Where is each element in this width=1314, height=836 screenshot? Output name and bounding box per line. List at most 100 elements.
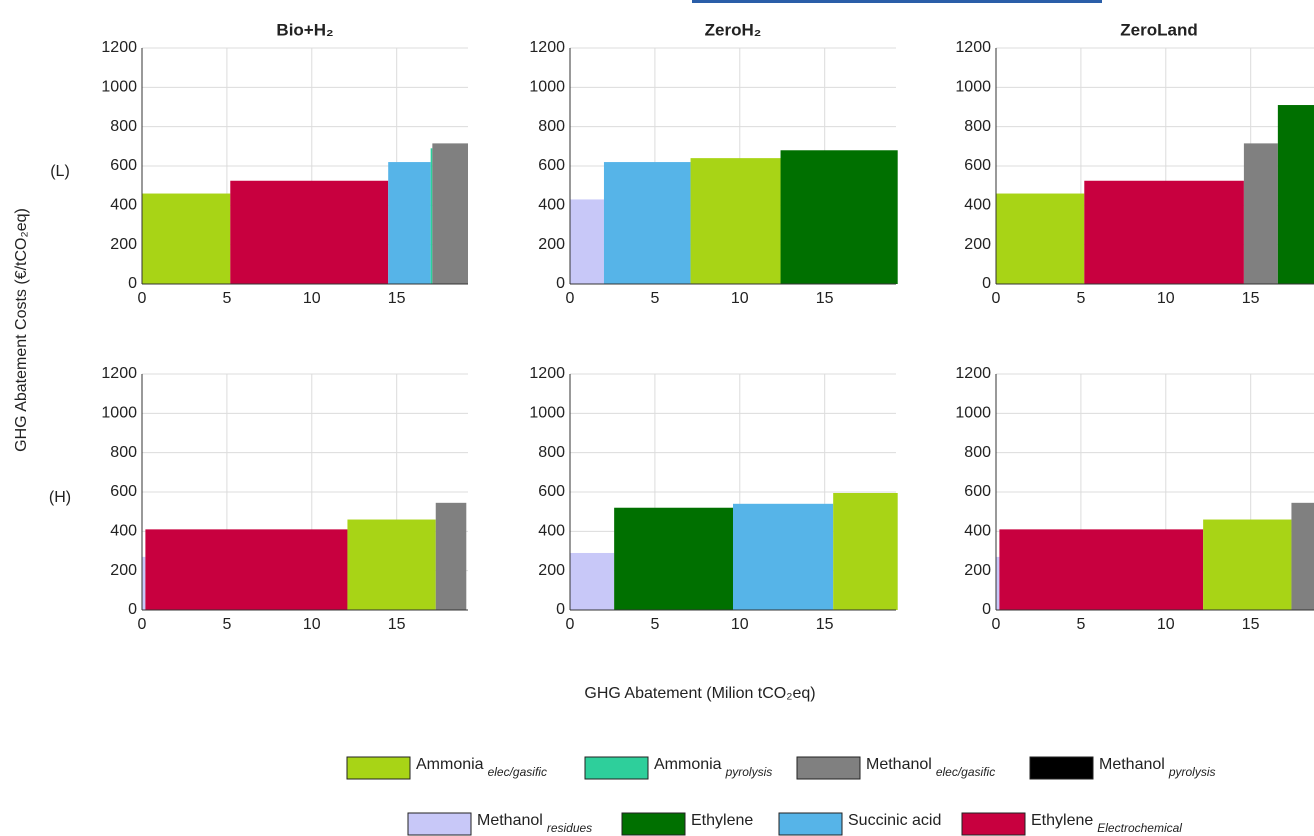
legend-label: Methanol <box>866 756 932 773</box>
legend-swatch <box>778 812 843 836</box>
x-tick-label: 0 <box>138 290 147 307</box>
x-tick-label: 15 <box>816 616 834 633</box>
y-tick-label: 600 <box>538 157 565 174</box>
bar <box>570 552 615 610</box>
panel-title: ZeroH₂ <box>705 20 762 39</box>
y-tick-label: 1200 <box>955 39 991 56</box>
x-tick-label: 0 <box>138 616 147 633</box>
bar <box>435 502 467 610</box>
legend-label: Methanol <box>477 812 543 829</box>
bar <box>570 199 604 284</box>
bar <box>1243 143 1278 284</box>
bar <box>999 529 1204 610</box>
legend-swatch <box>961 812 1026 836</box>
x-tick-label: 0 <box>566 616 575 633</box>
y-tick-label: 1200 <box>101 365 137 382</box>
x-tick-label: 10 <box>1157 616 1175 633</box>
legend-label: Methanol <box>1099 756 1165 773</box>
legend-swatch <box>584 756 649 780</box>
bar <box>603 162 691 284</box>
x-tick-label: 5 <box>222 616 231 633</box>
legend-label: Succinic acid <box>848 812 941 829</box>
x-tick-label: 0 <box>566 290 575 307</box>
y-tick-label: 600 <box>110 483 137 500</box>
row-label: (L) <box>50 163 70 180</box>
y-tick-label: 600 <box>110 157 137 174</box>
bar <box>780 150 898 284</box>
legend-sublabel: elec/gasific <box>488 765 547 779</box>
x-tick-label: 10 <box>303 616 321 633</box>
legend-swatch <box>346 756 411 780</box>
y-tick-label: 800 <box>964 118 991 135</box>
y-tick-label: 400 <box>964 197 991 214</box>
y-tick-label: 200 <box>110 562 137 579</box>
bar <box>614 507 733 610</box>
x-tick-label: 15 <box>1242 290 1260 307</box>
y-tick-label: 400 <box>964 523 991 540</box>
x-tick-label: 5 <box>650 616 659 633</box>
x-tick-label: 10 <box>303 290 321 307</box>
y-tick-label: 200 <box>538 562 565 579</box>
bar <box>230 180 389 284</box>
legend-swatch <box>1029 756 1094 780</box>
bar <box>690 158 781 284</box>
y-tick-label: 0 <box>556 275 565 292</box>
legend-sublabel: elec/gasific <box>936 765 995 779</box>
bar <box>432 143 468 284</box>
legend-sublabel: pyrolysis <box>1168 765 1216 779</box>
y-tick-label: 1200 <box>955 365 991 382</box>
legend-label: Ammonia <box>416 756 484 773</box>
legend-swatch <box>796 756 861 780</box>
y-tick-label: 200 <box>110 236 137 253</box>
legend-swatch <box>407 812 472 836</box>
bar <box>142 556 146 610</box>
x-tick-label: 5 <box>650 290 659 307</box>
y-tick-label: 1200 <box>529 39 565 56</box>
bar <box>1277 105 1314 285</box>
cropped-banner <box>692 0 1102 3</box>
y-tick-label: 800 <box>538 444 565 461</box>
y-tick-label: 200 <box>964 562 991 579</box>
bar <box>430 148 433 284</box>
x-tick-label: 10 <box>731 290 749 307</box>
x-tick-label: 15 <box>1242 616 1260 633</box>
y-tick-label: 400 <box>538 197 565 214</box>
y-tick-label: 200 <box>964 236 991 253</box>
legend-label: Ammonia <box>654 756 722 773</box>
y-tick-label: 800 <box>964 444 991 461</box>
y-tick-label: 1000 <box>955 79 991 96</box>
x-axis-label: GHG Abatement (Milion tCO₂eq) <box>584 685 815 702</box>
y-tick-label: 1000 <box>529 405 565 422</box>
bar <box>733 503 834 610</box>
legend-sublabel: pyrolysis <box>725 765 773 779</box>
bar <box>388 162 431 284</box>
y-tick-label: 200 <box>538 236 565 253</box>
y-axis-label: GHG Abatement Costs (€/tCO₂eq) <box>13 208 30 452</box>
x-tick-label: 5 <box>222 290 231 307</box>
bar <box>347 519 436 610</box>
legend-label: Ethylene <box>691 812 753 829</box>
y-tick-label: 600 <box>964 483 991 500</box>
y-tick-label: 1200 <box>529 365 565 382</box>
y-tick-label: 400 <box>110 523 137 540</box>
legend-sublabel: residues <box>547 821 592 835</box>
y-tick-label: 1000 <box>101 405 137 422</box>
y-tick-label: 0 <box>128 601 137 618</box>
y-tick-label: 0 <box>982 601 991 618</box>
y-tick-label: 800 <box>538 118 565 135</box>
bar <box>833 492 898 610</box>
y-tick-label: 0 <box>982 275 991 292</box>
y-tick-label: 600 <box>538 483 565 500</box>
panel-title: ZeroLand <box>1120 20 1197 39</box>
y-tick-label: 1000 <box>529 79 565 96</box>
bar <box>996 193 1085 284</box>
x-tick-label: 5 <box>1076 290 1085 307</box>
bar <box>145 529 348 610</box>
legend-swatch <box>621 812 686 836</box>
x-tick-label: 10 <box>1157 290 1175 307</box>
panel-title: Bio+H₂ <box>276 20 333 39</box>
y-tick-label: 0 <box>128 275 137 292</box>
x-tick-label: 0 <box>992 616 1001 633</box>
